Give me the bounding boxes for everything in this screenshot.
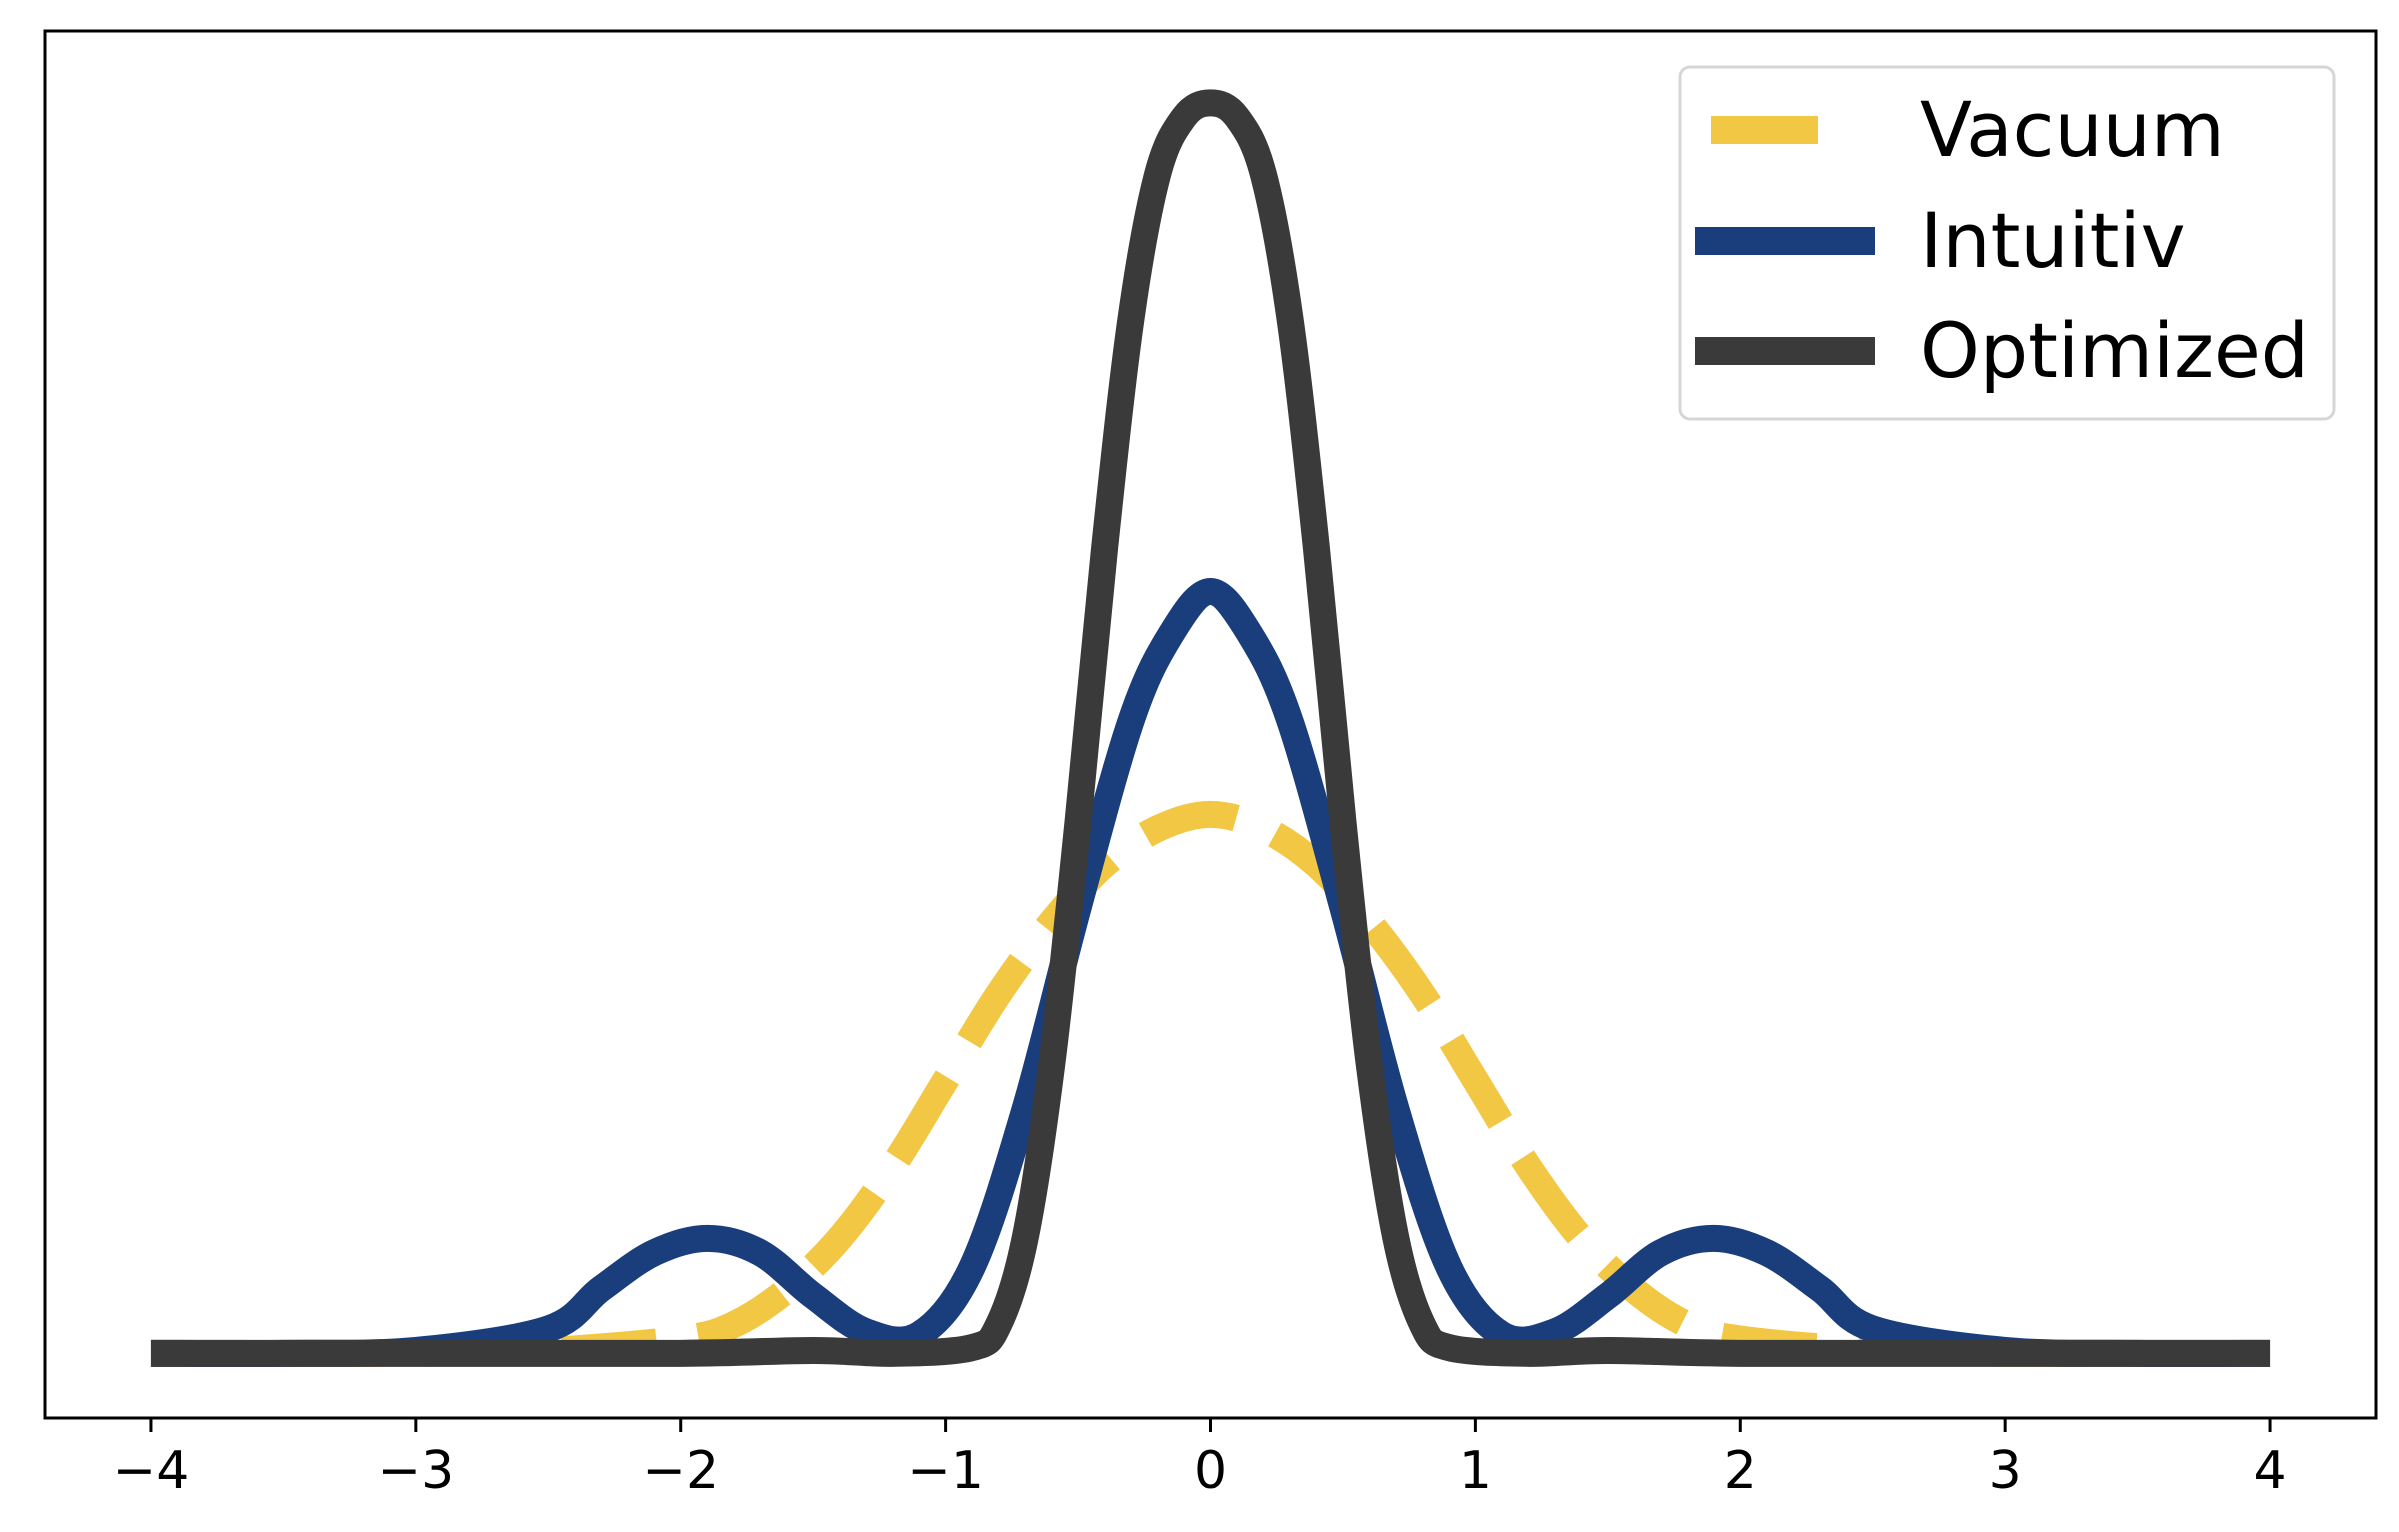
x-tick-label: 2	[1724, 1441, 1757, 1501]
legend-box	[1678, 65, 2336, 421]
legend-label-intuitiv: Intuitiv	[1920, 196, 2186, 285]
series-line-vacuum	[150, 800, 2271, 1368]
legend-items: Vacuum Intuitiv Optimized	[1695, 85, 2309, 395]
x-axis: −4 −3 −2 −1 0 1 2 3 4	[113, 1418, 2287, 1501]
series-line-intuitiv	[150, 578, 2271, 1368]
x-tick-label: −4	[113, 1441, 190, 1501]
x-tick-label: 1	[1459, 1441, 1492, 1501]
series-layer	[150, 89, 2271, 1368]
legend: Vacuum Intuitiv Optimized	[1678, 65, 2336, 421]
x-tick-label: 0	[1194, 1441, 1227, 1501]
x-tick-label: −3	[378, 1441, 455, 1501]
legend-label-optimized: Optimized	[1920, 306, 2309, 395]
x-tick-label: 3	[1989, 1441, 2022, 1501]
x-tick-label: 4	[2253, 1441, 2286, 1501]
x-tick-label: −1	[907, 1441, 984, 1501]
legend-label-vacuum: Vacuum	[1920, 85, 2225, 174]
x-tick-label: −2	[642, 1441, 719, 1501]
series-line-optimized	[150, 89, 2271, 1368]
